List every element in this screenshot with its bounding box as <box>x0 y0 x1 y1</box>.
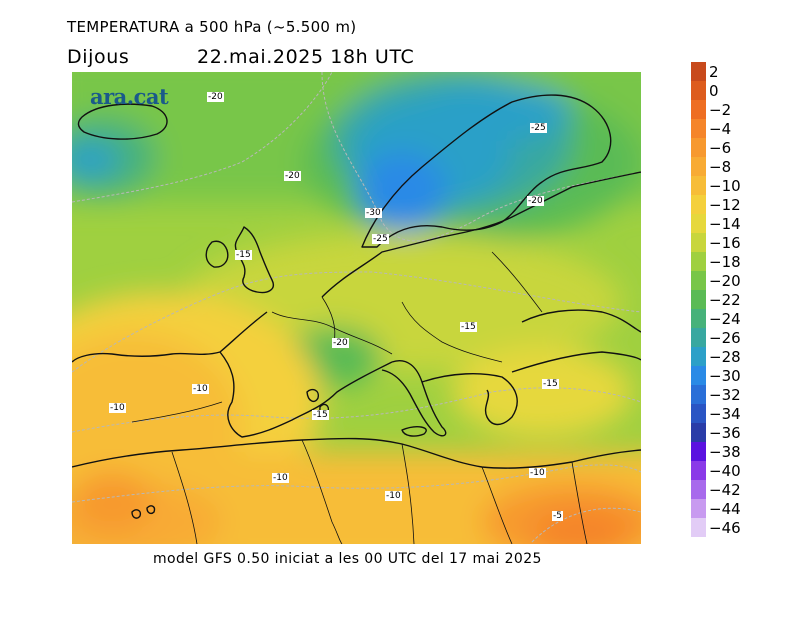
isotherm-label: -10 <box>192 384 209 394</box>
legend-swatch <box>691 423 706 442</box>
map-title: TEMPERATURA a 500 hPa (~5.500 m) <box>67 18 357 36</box>
legend-swatch <box>691 290 706 309</box>
legend-label: −4 <box>709 120 732 138</box>
legend-label: 0 <box>709 82 719 100</box>
legend-label: −32 <box>709 386 741 404</box>
legend-swatch <box>691 176 706 195</box>
legend-label: −38 <box>709 443 741 461</box>
legend-swatch <box>691 100 706 119</box>
legend-swatch <box>691 214 706 233</box>
legend-swatch <box>691 233 706 252</box>
isotherm-label: -15 <box>235 250 252 260</box>
isotherm-label: -20 <box>284 171 301 181</box>
legend-label: 2 <box>709 63 719 81</box>
legend-swatch <box>691 62 706 81</box>
legend-swatch <box>691 252 706 271</box>
legend-label: −16 <box>709 234 741 252</box>
temperature-map: ara.cat -20 -25 -20 -20 -15 -30 -25 -20 -15 -15 -1… <box>72 72 641 544</box>
isotherm-label: -15 <box>460 322 477 332</box>
legend-swatch <box>691 271 706 290</box>
isotherm-label: -20 <box>207 92 224 102</box>
isotherm-label: -5 <box>552 511 563 521</box>
legend-swatch <box>691 309 706 328</box>
legend-label: −6 <box>709 139 732 157</box>
legend-label: −28 <box>709 348 741 366</box>
legend-label: −22 <box>709 291 741 309</box>
isotherm-label: -25 <box>530 123 547 133</box>
legend-swatch <box>691 328 706 347</box>
temperature-field <box>72 72 641 544</box>
legend-swatch <box>691 157 706 176</box>
legend-label: −44 <box>709 500 741 518</box>
isotherm-label: -10 <box>109 403 126 413</box>
legend-label: −26 <box>709 329 741 347</box>
map-subtitle: Dijous 22.mai.2025 18h UTC <box>67 46 414 68</box>
legend-label: −14 <box>709 215 741 233</box>
legend-swatch <box>691 195 706 214</box>
legend-label: −30 <box>709 367 741 385</box>
isotherm-label: -25 <box>372 234 389 244</box>
legend-swatch <box>691 461 706 480</box>
legend-swatch <box>691 404 706 423</box>
legend-swatch <box>691 347 706 366</box>
isotherm-label: -30 <box>365 208 382 218</box>
site-logo: ara.cat <box>90 84 169 109</box>
legend-label: −10 <box>709 177 741 195</box>
legend-swatch <box>691 81 706 100</box>
legend-label: −2 <box>709 101 732 119</box>
legend-swatch <box>691 138 706 157</box>
legend-swatch <box>691 499 706 518</box>
forecast-datetime: 22.mai.2025 18h UTC <box>197 46 415 68</box>
legend-label: −42 <box>709 481 741 499</box>
legend-swatch <box>691 442 706 461</box>
isotherm-label: -10 <box>385 491 402 501</box>
legend-label: −18 <box>709 253 741 271</box>
legend-label: −34 <box>709 405 741 423</box>
legend-label: −24 <box>709 310 741 328</box>
model-footnote: model GFS 0.50 iniciat a les 00 UTC del … <box>153 551 542 567</box>
isotherm-label: -20 <box>332 338 349 348</box>
isotherm-label: -15 <box>312 410 329 420</box>
legend-swatch <box>691 480 706 499</box>
isotherm-label: -10 <box>272 473 289 483</box>
isotherm-label: -15 <box>542 379 559 389</box>
legend-label: −20 <box>709 272 741 290</box>
legend-swatch <box>691 385 706 404</box>
legend-label: −36 <box>709 424 741 442</box>
legend-label: −40 <box>709 462 741 480</box>
legend-label: −8 <box>709 158 732 176</box>
legend-swatch <box>691 518 706 537</box>
legend-label: −12 <box>709 196 741 214</box>
forecast-day: Dijous <box>67 46 130 68</box>
legend-swatch <box>691 119 706 138</box>
isotherm-label: -20 <box>527 196 544 206</box>
legend-label: −46 <box>709 519 741 537</box>
isotherm-label: -10 <box>529 468 546 478</box>
legend-swatch <box>691 366 706 385</box>
